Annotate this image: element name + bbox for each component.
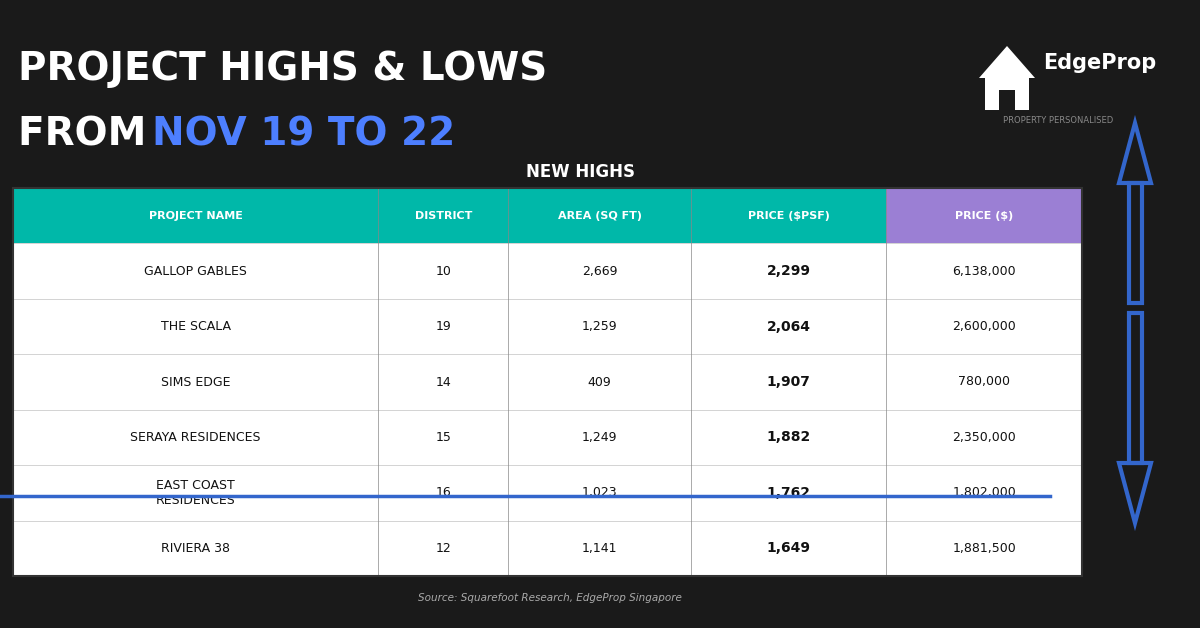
Text: 1,802,000: 1,802,000: [953, 486, 1016, 499]
Text: PROJECT HIGHS & LOWS: PROJECT HIGHS & LOWS: [18, 50, 547, 88]
Text: GALLOP GABLES: GALLOP GABLES: [144, 264, 247, 278]
Text: DISTRICT: DISTRICT: [414, 211, 472, 220]
Text: 15: 15: [436, 431, 451, 444]
Text: NOV 19 TO 22: NOV 19 TO 22: [152, 115, 455, 153]
Text: 409: 409: [588, 376, 612, 389]
FancyBboxPatch shape: [13, 188, 378, 244]
FancyBboxPatch shape: [998, 90, 1015, 110]
FancyBboxPatch shape: [691, 188, 887, 244]
Text: 780,000: 780,000: [959, 376, 1010, 389]
Text: 10: 10: [436, 264, 451, 278]
Text: PRICE ($PSF): PRICE ($PSF): [748, 211, 829, 220]
Text: 16: 16: [436, 486, 451, 499]
Text: 14: 14: [436, 376, 451, 389]
Text: 1,259: 1,259: [582, 320, 618, 333]
Text: 1,023: 1,023: [582, 486, 618, 499]
FancyBboxPatch shape: [887, 188, 1082, 244]
Text: 2,600,000: 2,600,000: [953, 320, 1016, 333]
Text: 1,141: 1,141: [582, 542, 617, 555]
Text: EAST COAST
RESIDENCES: EAST COAST RESIDENCES: [156, 479, 235, 507]
FancyBboxPatch shape: [13, 299, 1082, 354]
Text: THE SCALA: THE SCALA: [161, 320, 230, 333]
Text: 19: 19: [436, 320, 451, 333]
Text: RIVIERA 38: RIVIERA 38: [161, 542, 230, 555]
Text: 2,064: 2,064: [767, 320, 811, 333]
Text: SIMS EDGE: SIMS EDGE: [161, 376, 230, 389]
FancyBboxPatch shape: [13, 244, 1082, 299]
Text: PRICE ($): PRICE ($): [955, 211, 1013, 220]
Polygon shape: [979, 46, 1034, 78]
Text: 6,138,000: 6,138,000: [953, 264, 1016, 278]
Text: PROJECT NAME: PROJECT NAME: [149, 211, 242, 220]
FancyBboxPatch shape: [985, 76, 1030, 110]
Text: 1,249: 1,249: [582, 431, 617, 444]
Text: SERAYA RESIDENCES: SERAYA RESIDENCES: [131, 431, 260, 444]
FancyBboxPatch shape: [13, 409, 1082, 465]
Text: 2,669: 2,669: [582, 264, 617, 278]
Text: 12: 12: [436, 542, 451, 555]
Text: PROPERTY PERSONALISED: PROPERTY PERSONALISED: [1003, 116, 1114, 125]
FancyBboxPatch shape: [13, 521, 1082, 576]
FancyBboxPatch shape: [378, 188, 509, 244]
FancyBboxPatch shape: [13, 354, 1082, 409]
Text: Source: Squarefoot Research, EdgeProp Singapore: Source: Squarefoot Research, EdgeProp Si…: [418, 593, 682, 603]
Text: 1,649: 1,649: [767, 541, 811, 555]
Text: FROM: FROM: [18, 115, 160, 153]
Text: 2,299: 2,299: [767, 264, 811, 278]
Text: 1,907: 1,907: [767, 375, 811, 389]
Text: 1,762: 1,762: [767, 486, 811, 500]
Text: 2,350,000: 2,350,000: [953, 431, 1016, 444]
Text: 1,881,500: 1,881,500: [953, 542, 1016, 555]
Text: 1,882: 1,882: [767, 430, 811, 445]
FancyBboxPatch shape: [13, 465, 1082, 521]
Text: EdgeProp: EdgeProp: [1043, 53, 1157, 73]
FancyBboxPatch shape: [509, 188, 691, 244]
Text: AREA (SQ FT): AREA (SQ FT): [558, 211, 642, 220]
Text: NEW HIGHS: NEW HIGHS: [526, 163, 635, 181]
